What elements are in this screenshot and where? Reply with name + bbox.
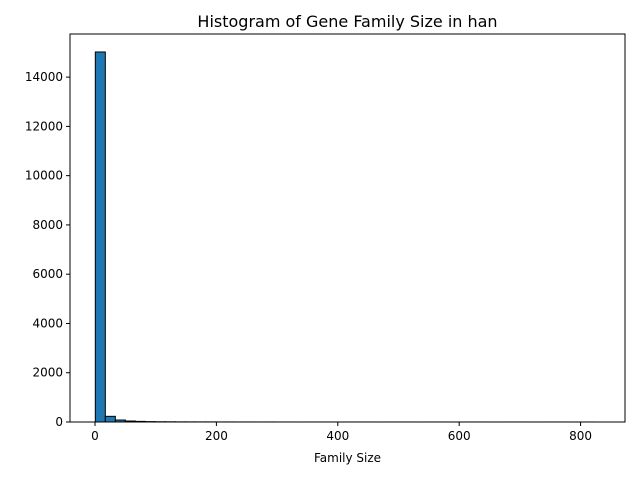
y-tick-label: 2000 xyxy=(32,366,63,380)
y-axis-ticks: 0 2000 4000 6000 8000 10000 12000 14000 xyxy=(25,70,70,429)
histogram-bar xyxy=(95,52,105,422)
y-tick-label: 12000 xyxy=(25,119,63,133)
x-tick-label: 600 xyxy=(448,429,471,443)
histogram-bar xyxy=(105,416,115,422)
x-axis-ticks: 0 200 400 600 800 xyxy=(91,422,592,443)
x-tick-label: 800 xyxy=(569,429,592,443)
y-tick-label: 4000 xyxy=(32,316,63,330)
bars-group xyxy=(95,52,596,422)
x-axis-label: Family Size xyxy=(314,451,381,465)
y-tick-label: 8000 xyxy=(32,218,63,232)
y-tick-label: 10000 xyxy=(25,169,63,183)
x-tick-label: 0 xyxy=(91,429,99,443)
chart-title: Histogram of Gene Family Size in han xyxy=(197,12,497,31)
y-tick-label: 14000 xyxy=(25,70,63,84)
plot-frame xyxy=(70,34,625,422)
x-tick-label: 400 xyxy=(326,429,349,443)
x-tick-label: 200 xyxy=(205,429,228,443)
y-tick-label: 0 xyxy=(55,415,63,429)
y-tick-label: 6000 xyxy=(32,267,63,281)
